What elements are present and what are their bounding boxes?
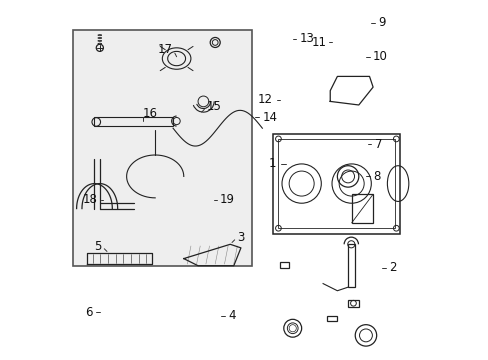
Text: 19: 19 <box>219 193 234 206</box>
Text: 13: 13 <box>299 32 314 45</box>
Bar <box>278 139 394 228</box>
Text: 5: 5 <box>94 240 102 253</box>
Text: 12: 12 <box>258 93 272 106</box>
Bar <box>280 262 288 267</box>
Text: 6: 6 <box>85 306 93 319</box>
Text: 7: 7 <box>374 138 382 151</box>
Text: 3: 3 <box>237 231 244 244</box>
Bar <box>272 134 399 234</box>
Text: 18: 18 <box>83 193 98 206</box>
Bar <box>94 117 173 126</box>
Text: 15: 15 <box>206 100 222 113</box>
Text: 10: 10 <box>372 50 387 63</box>
Text: 11: 11 <box>311 36 326 49</box>
Text: 1: 1 <box>268 157 276 170</box>
Text: 14: 14 <box>262 111 277 124</box>
Bar <box>73 30 251 266</box>
Bar <box>347 300 358 307</box>
Text: 8: 8 <box>372 170 380 183</box>
Bar <box>347 244 354 287</box>
Text: 9: 9 <box>378 16 385 29</box>
Bar <box>351 194 372 223</box>
Text: 4: 4 <box>228 309 235 322</box>
Text: 2: 2 <box>388 261 396 274</box>
Text: 16: 16 <box>142 107 157 120</box>
Text: 17: 17 <box>158 43 173 56</box>
Bar <box>326 316 337 321</box>
